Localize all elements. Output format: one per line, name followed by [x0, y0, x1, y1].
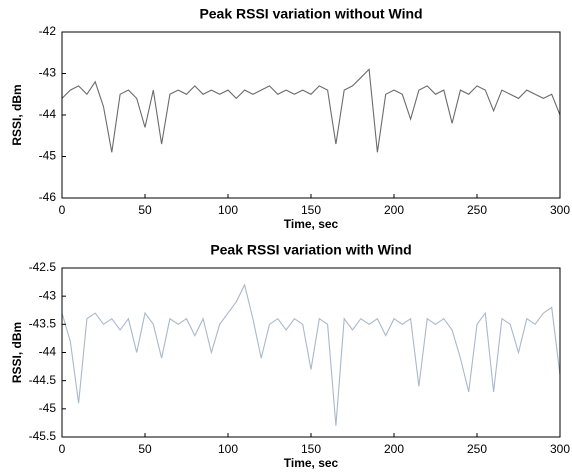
x-tick-label: 100 — [218, 442, 238, 456]
x-tick-label: 100 — [218, 203, 238, 217]
x-tick-label: 300 — [550, 442, 570, 456]
x-tick-label: 300 — [550, 203, 570, 217]
y-tick-label: -43 — [39, 66, 57, 80]
y-tick-label: -46 — [39, 190, 57, 204]
x-tick-label: 50 — [138, 442, 152, 456]
y-axis-label: RSSI, dBm — [10, 322, 24, 383]
y-tick-label: -43 — [39, 288, 57, 302]
y-tick-label: -42.5 — [29, 260, 57, 274]
x-tick-label: 0 — [59, 203, 66, 217]
y-tick-label: -44.5 — [29, 373, 57, 387]
chart-title: Peak RSSI variation with Wind — [210, 242, 411, 258]
x-axis-label: Time, sec — [284, 217, 339, 231]
x-tick-label: 0 — [59, 442, 66, 456]
x-axis-label: Time, sec — [284, 456, 339, 470]
plot-frame — [61, 31, 561, 199]
y-tick-label: -43.5 — [29, 317, 57, 331]
x-tick-label: 250 — [467, 442, 487, 456]
x-tick-label: 200 — [384, 442, 404, 456]
x-tick-label: 200 — [384, 203, 404, 217]
y-tick-label: -45.5 — [29, 429, 57, 443]
x-tick-label: 250 — [467, 203, 487, 217]
data-line — [61, 283, 561, 426]
y-axis-label: RSSI, dBm — [10, 84, 24, 145]
y-tick-label: -42 — [39, 24, 57, 38]
chart-title: Peak RSSI variation without Wind — [199, 6, 422, 22]
x-tick-label: 150 — [301, 203, 321, 217]
y-tick-label: -44 — [39, 345, 57, 359]
y-tick-label: -45 — [39, 401, 57, 415]
y-tick-label: -44 — [39, 107, 57, 121]
x-tick-label: 50 — [138, 203, 152, 217]
y-tick-label: -45 — [39, 149, 57, 163]
x-tick-label: 150 — [301, 442, 321, 456]
data-line — [61, 68, 561, 153]
